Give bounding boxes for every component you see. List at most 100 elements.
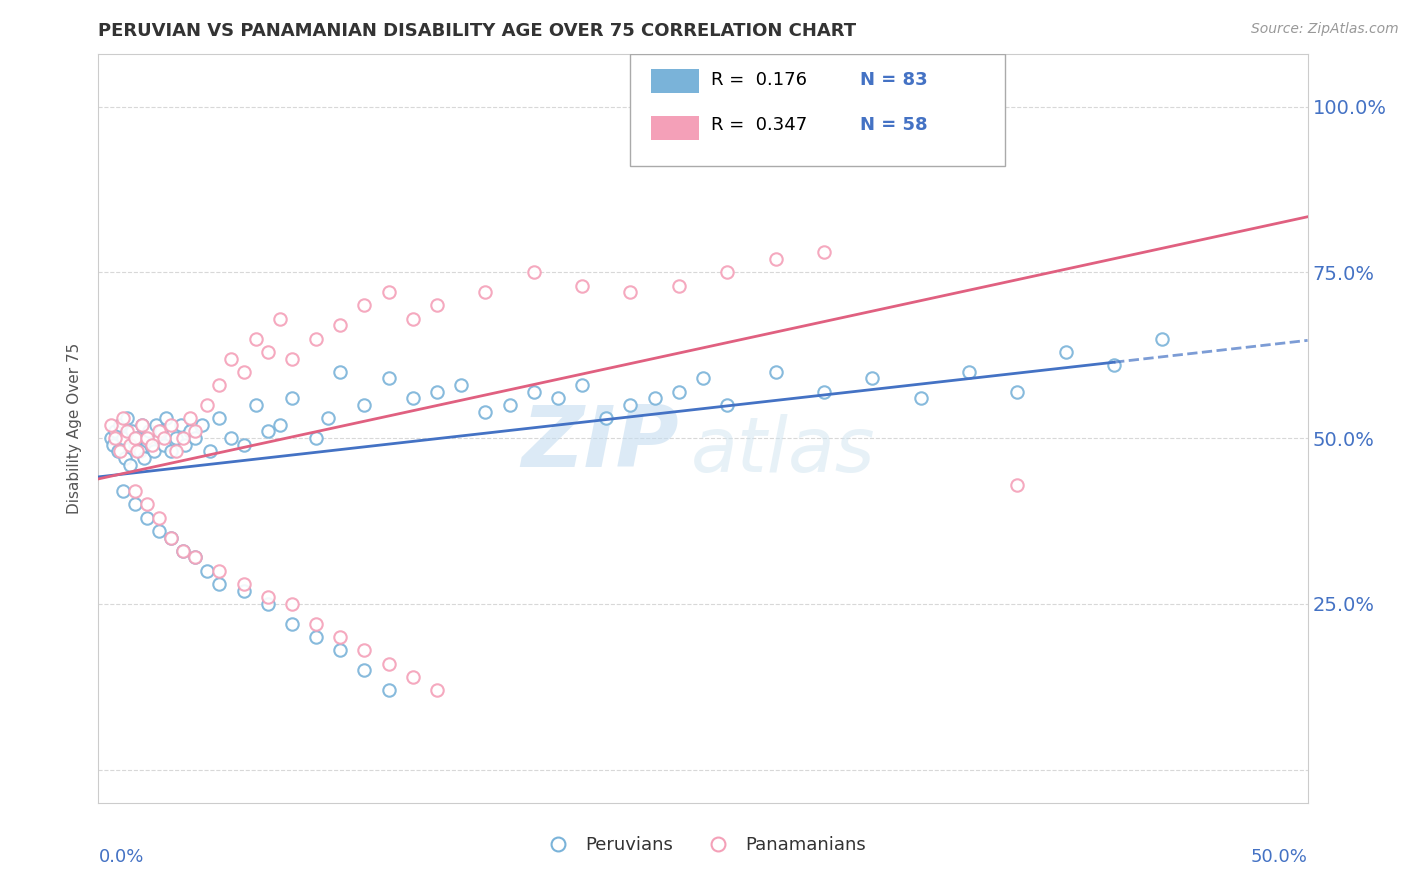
Point [329, 365, 352, 379]
Point [117, 425, 139, 439]
Point [523, 384, 546, 399]
Point [141, 438, 163, 452]
Point [172, 431, 194, 445]
Point [316, 411, 339, 425]
Point [208, 577, 231, 591]
Point [179, 411, 201, 425]
Point [195, 564, 218, 578]
Point [118, 438, 141, 452]
Point [595, 411, 617, 425]
Point [305, 616, 328, 631]
Text: N = 83: N = 83 [860, 70, 928, 88]
Point [245, 332, 267, 346]
Point [281, 597, 304, 611]
Point [160, 531, 183, 545]
Point [353, 298, 375, 312]
Point [221, 351, 243, 366]
Point [716, 265, 738, 279]
Point [353, 643, 375, 657]
Point [111, 484, 134, 499]
Point [256, 591, 278, 605]
Point [198, 444, 221, 458]
Point [124, 497, 146, 511]
Point [160, 444, 183, 458]
Point [426, 683, 449, 698]
Text: R =  0.176: R = 0.176 [711, 70, 807, 88]
Point [114, 450, 136, 465]
Point [124, 484, 146, 499]
FancyBboxPatch shape [651, 116, 699, 140]
Point [281, 392, 304, 406]
Point [117, 411, 139, 425]
Point [256, 345, 278, 359]
Point [135, 510, 157, 524]
Point [191, 417, 214, 432]
Point [107, 444, 129, 458]
Point [148, 425, 170, 439]
Point [1054, 345, 1077, 359]
Point [426, 384, 449, 399]
Legend: Peruvians, Panamanians: Peruvians, Panamanians [533, 829, 873, 861]
Point [305, 630, 328, 644]
Point [184, 550, 207, 565]
Point [100, 417, 122, 432]
Point [305, 431, 328, 445]
Point [174, 438, 197, 452]
Point [165, 431, 187, 445]
Point [127, 444, 149, 458]
Point [910, 392, 932, 406]
Point [474, 285, 496, 300]
Point [765, 365, 787, 379]
Point [547, 392, 569, 406]
Point [353, 398, 375, 412]
Point [148, 431, 170, 445]
Point [111, 431, 134, 445]
Point [148, 524, 170, 538]
Point [104, 431, 127, 445]
Point [148, 510, 170, 524]
Point [1152, 332, 1174, 346]
Point [571, 378, 593, 392]
Point [100, 431, 122, 445]
Point [765, 252, 787, 266]
Point [571, 278, 593, 293]
Point [668, 278, 690, 293]
Text: 0.0%: 0.0% [98, 847, 143, 866]
Text: R =  0.347: R = 0.347 [711, 116, 807, 134]
Point [184, 550, 207, 565]
Point [813, 384, 835, 399]
Point [141, 438, 163, 452]
Point [232, 577, 254, 591]
Point [134, 450, 156, 465]
Point [104, 425, 127, 439]
Point [150, 425, 173, 439]
Point [644, 392, 666, 406]
Point [184, 431, 207, 445]
Point [124, 431, 146, 445]
Point [474, 404, 496, 418]
Point [232, 365, 254, 379]
Point [118, 458, 141, 472]
Point [1007, 477, 1029, 491]
Point [716, 398, 738, 412]
Point [256, 425, 278, 439]
Point [143, 444, 166, 458]
Point [135, 497, 157, 511]
Point [1102, 358, 1125, 372]
Point [450, 378, 472, 392]
Point [377, 657, 399, 671]
Point [138, 425, 160, 439]
Point [245, 398, 267, 412]
Point [269, 417, 291, 432]
Point [957, 365, 980, 379]
Text: N = 58: N = 58 [860, 116, 928, 134]
Text: Source: ZipAtlas.com: Source: ZipAtlas.com [1251, 22, 1399, 37]
Point [179, 425, 201, 439]
Point [160, 417, 183, 432]
Point [101, 438, 124, 452]
Point [184, 425, 207, 439]
Point [402, 311, 425, 326]
Text: atlas: atlas [690, 414, 876, 488]
Y-axis label: Disability Age Over 75: Disability Age Over 75 [67, 343, 83, 514]
Point [145, 417, 167, 432]
